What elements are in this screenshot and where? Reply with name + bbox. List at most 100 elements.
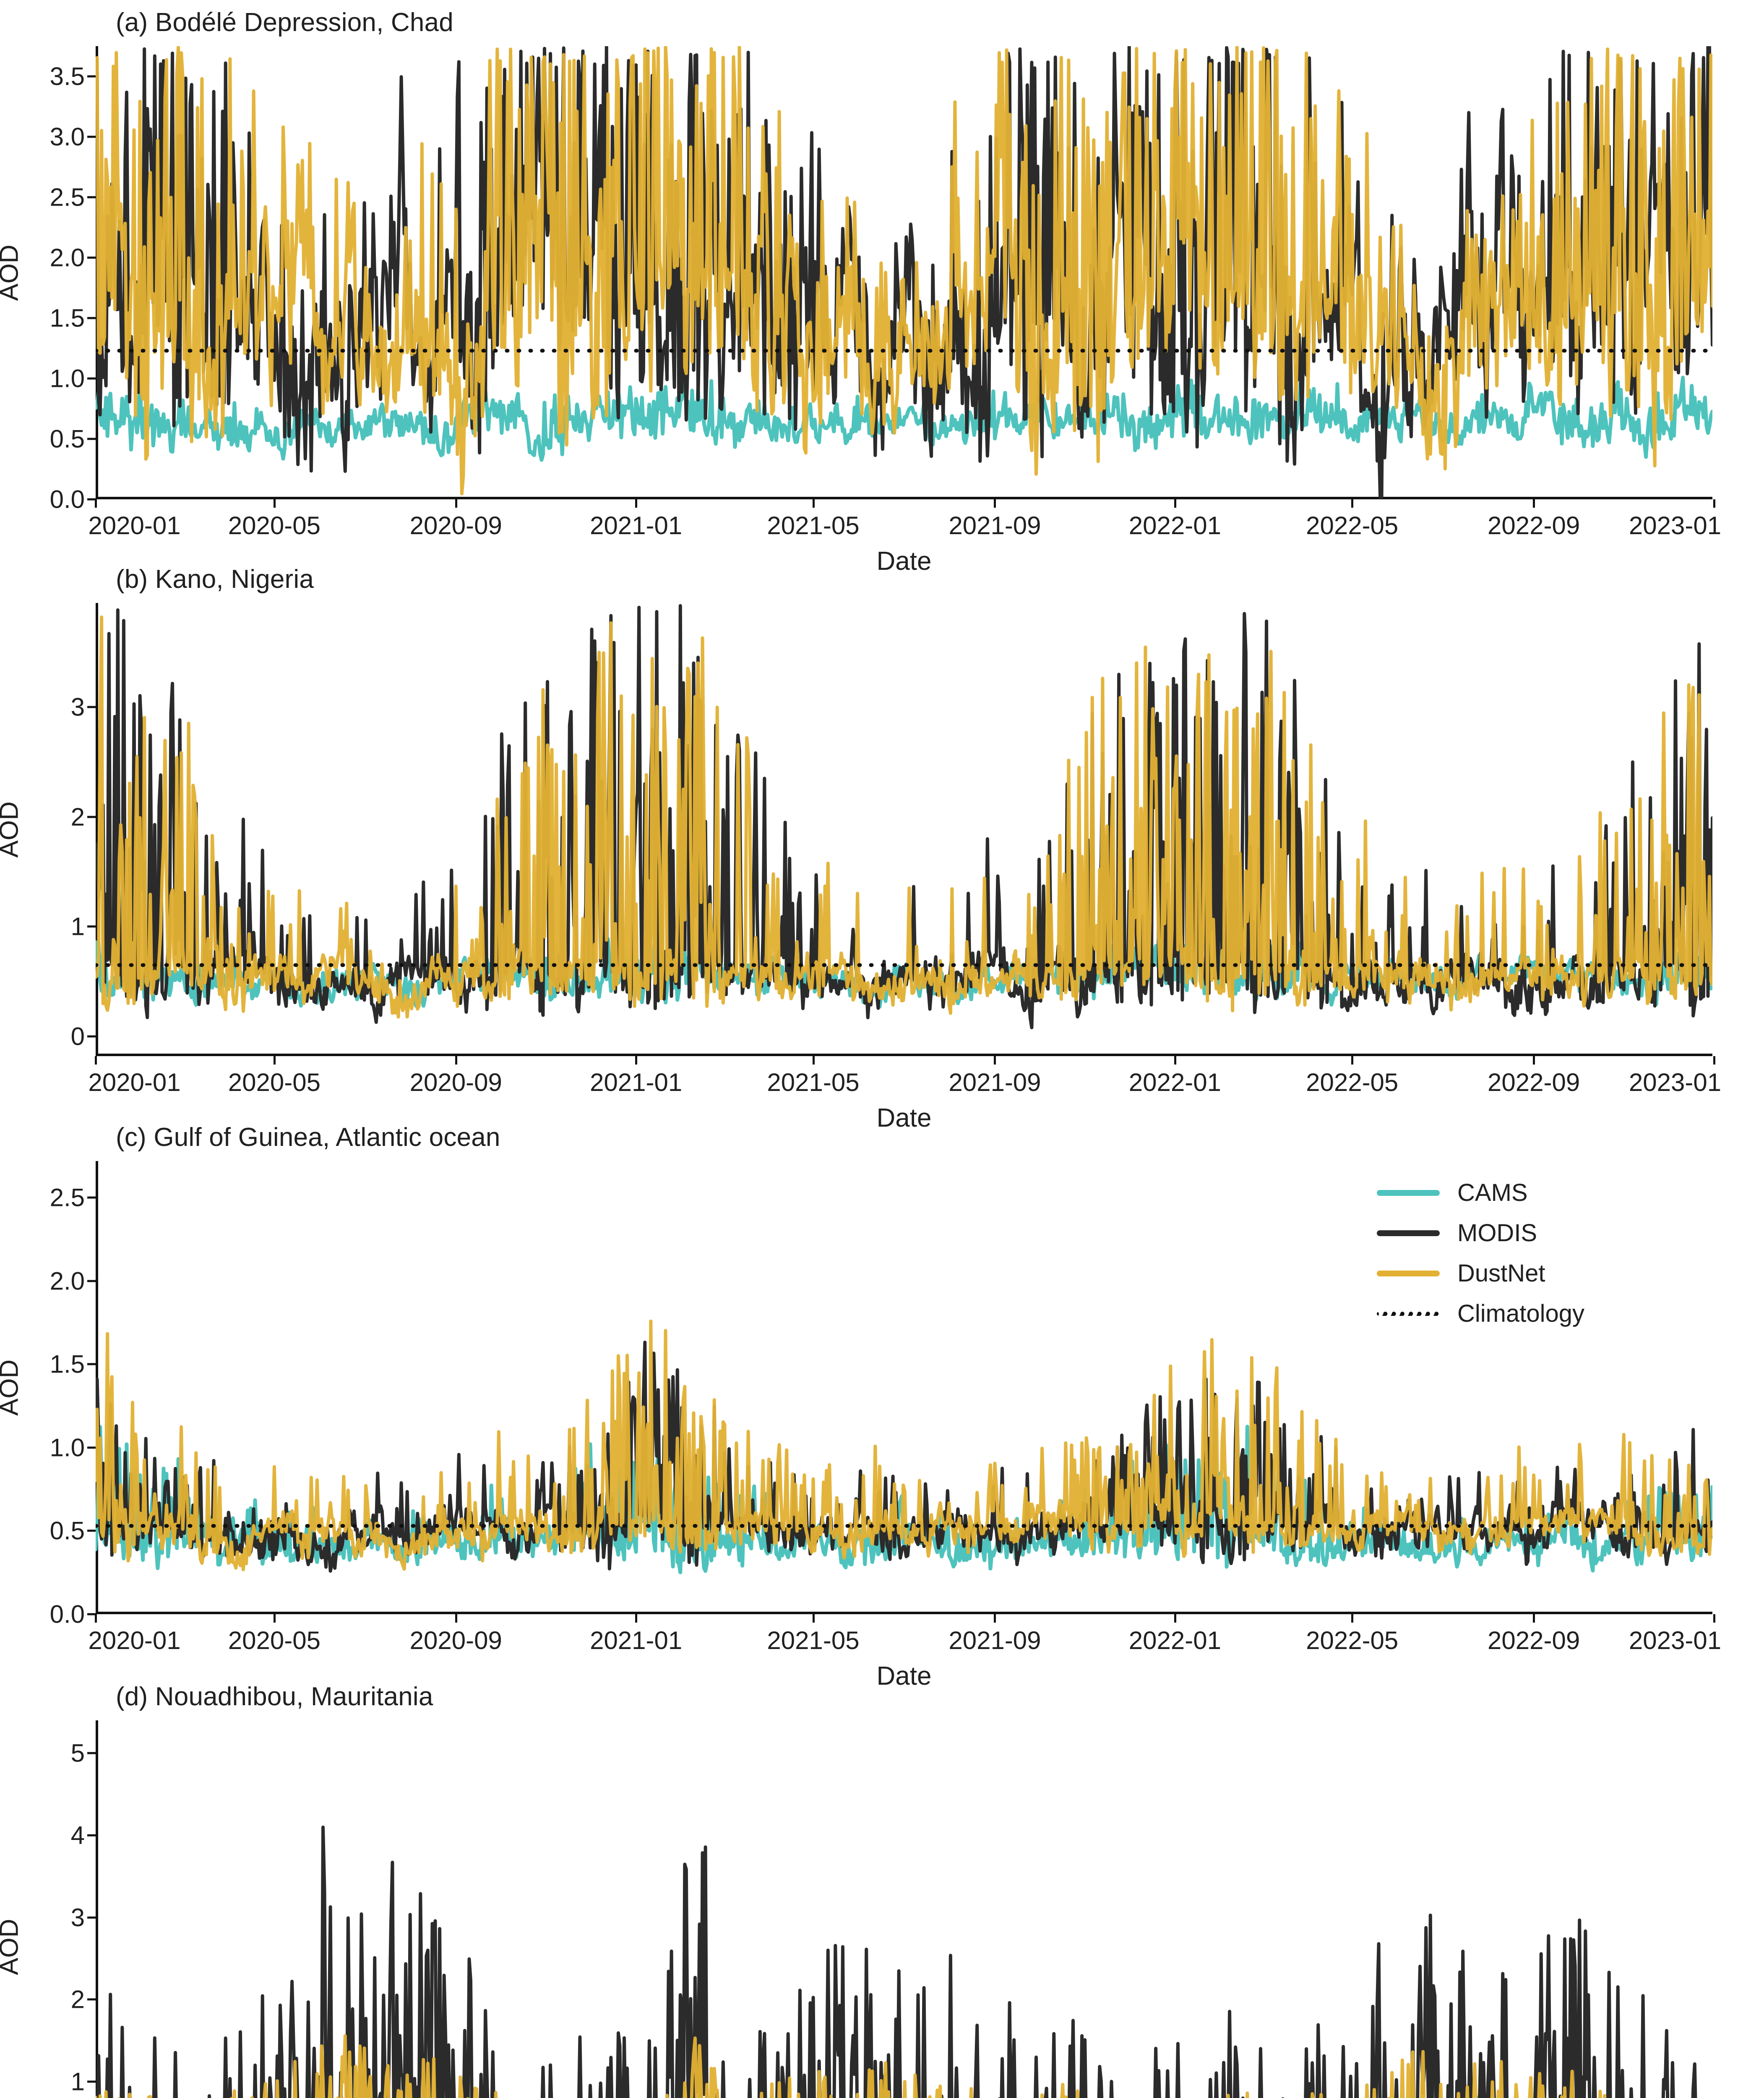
x-tick-label-a-6: 2022-01 [1128, 511, 1221, 540]
plot-area-c: 0.0 0.5 1.0 1.5 2.0 2.5 AOD 2020-01 2020-05 2020-… [0, 1161, 1721, 1691]
y-tick-label-d-5: 5 [70, 1739, 85, 1767]
y-tick-mark-c-0 [87, 1613, 96, 1615]
x-tick-label-b-9: 2023-01 [1629, 1068, 1722, 1096]
x-tick-mark-a-2 [455, 499, 457, 508]
x-tick-mark-c-1 [273, 1614, 276, 1623]
legend-item-climatology[interactable]: Climatology [1377, 1294, 1584, 1334]
x-tick-label-a-3: 2021-01 [590, 511, 683, 540]
panel-d: (d) Nouadhibou, Mauritania012345AOD2020-… [0, 1682, 1764, 2098]
x-tick-mark-a-7 [1351, 499, 1354, 508]
y-tick-mark-a-0 [87, 498, 96, 501]
y-tick-label-d-4: 4 [70, 1821, 85, 1850]
legend-label-dustnet: DustNet [1457, 1260, 1545, 1287]
y-tick-mark-b-1 [87, 925, 96, 928]
panel-title-a: (a) Bodélé Depression, Chad [116, 8, 453, 37]
x-tick-label-b-0: 2020-01 [88, 1068, 181, 1096]
legend-swatch-climatology-icon [1377, 1312, 1440, 1316]
series-line-dustnet-d [96, 2034, 1607, 2098]
series-canvas-b [96, 604, 1712, 1029]
y-tick-mark-d-1 [87, 2080, 96, 2083]
y-tick-label-d-1: 1 [70, 2067, 85, 2096]
x-tick-mark-b-4 [812, 1056, 815, 1065]
x-tick-mark-c-6 [1174, 1614, 1176, 1623]
x-tick-label-c-9: 2023-01 [1629, 1626, 1722, 1654]
x-tick-label-c-7: 2022-05 [1306, 1626, 1399, 1654]
x-tick-mark-b-8 [1533, 1056, 1535, 1065]
y-tick-label-a-1: 0.5 [50, 425, 85, 453]
x-tick-mark-a-5 [994, 499, 996, 508]
legend-item-modis[interactable]: MODIS [1377, 1213, 1584, 1253]
legend-item-dustnet[interactable]: DustNet [1377, 1253, 1584, 1294]
x-tick-mark-b-1 [273, 1056, 276, 1065]
y-tick-label-c-1: 0.5 [50, 1516, 85, 1545]
x-tick-label-b-5: 2021-09 [948, 1068, 1041, 1096]
series-line-dustnet-c [96, 1319, 1712, 1571]
x-tick-label-b-4: 2021-05 [767, 1068, 860, 1096]
y-tick-mark-d-3 [87, 1916, 96, 1919]
x-tick-label-c-4: 2021-05 [767, 1626, 860, 1654]
y-tick-label-a-6: 3.0 [50, 123, 85, 151]
x-tick-label-a-2: 2020-09 [409, 511, 502, 540]
y-tick-mark-c-3 [87, 1363, 96, 1365]
x-tick-mark-c-3 [635, 1614, 638, 1623]
x-tick-mark-a-3 [635, 499, 638, 508]
x-tick-mark-c-8 [1533, 1614, 1535, 1623]
x-tick-label-b-8: 2022-09 [1488, 1068, 1580, 1096]
x-tick-label-c-5: 2021-09 [948, 1626, 1041, 1654]
x-axis-label-b: Date [876, 1104, 932, 1133]
y-tick-mark-a-5 [87, 196, 96, 198]
x-tick-label-a-5: 2021-09 [948, 511, 1041, 540]
x-tick-label-a-8: 2022-09 [1488, 511, 1580, 540]
series-canvas-c [96, 1319, 1712, 1574]
y-tick-label-a-0: 0.0 [50, 485, 85, 514]
x-tick-mark-c-4 [812, 1614, 815, 1623]
legend-swatch-cams-icon [1377, 1190, 1440, 1196]
x-axis-label-a: Date [876, 547, 932, 576]
legend-label-modis: MODIS [1457, 1219, 1537, 1247]
legend-label-climatology: Climatology [1457, 1300, 1584, 1327]
y-tick-mark-b-3 [87, 706, 96, 708]
y-axis-spine-b [96, 603, 98, 1056]
y-tick-mark-a-1 [87, 438, 96, 440]
x-tick-label-c-3: 2021-01 [590, 1626, 683, 1654]
y-tick-mark-c-1 [87, 1529, 96, 1532]
y-tick-mark-a-7 [87, 75, 96, 78]
panel-title-d: (d) Nouadhibou, Mauritania [116, 1682, 433, 1711]
x-tick-mark-c-2 [455, 1614, 457, 1623]
y-tick-label-c-0: 0.0 [50, 1600, 85, 1628]
y-tick-mark-b-0 [87, 1035, 96, 1038]
x-tick-label-b-2: 2020-09 [409, 1068, 502, 1096]
legend: CAMS MODIS DustNet Climatology [1377, 1173, 1584, 1334]
x-tick-mark-a-0 [95, 499, 97, 508]
legend-swatch-dustnet-icon [1377, 1271, 1440, 1276]
x-tick-label-a-1: 2020-05 [228, 511, 320, 540]
x-tick-label-b-7: 2022-05 [1306, 1068, 1399, 1096]
y-tick-mark-a-4 [87, 256, 96, 259]
series-canvas-a [96, 46, 1712, 499]
y-tick-label-c-4: 2.0 [50, 1267, 85, 1295]
x-tick-label-c-0: 2020-01 [88, 1626, 181, 1654]
x-tick-mark-a-6 [1174, 499, 1176, 508]
x-tick-mark-c-9 [1713, 1614, 1715, 1623]
x-tick-mark-b-0 [95, 1056, 97, 1065]
y-tick-label-a-2: 1.0 [50, 364, 85, 393]
series-line-modis-d [96, 1825, 1697, 2098]
y-tick-mark-b-2 [87, 816, 96, 818]
y-tick-label-a-4: 2.0 [50, 243, 85, 272]
plot-area-b: 0 1 2 3 AOD 2020-01 2020-05 2020-09 2021-01 2021-… [0, 603, 1721, 1133]
y-tick-mark-c-4 [87, 1280, 96, 1282]
x-tick-mark-a-1 [273, 499, 276, 508]
y-tick-mark-c-2 [87, 1446, 96, 1449]
y-tick-label-c-3: 1.5 [50, 1350, 85, 1378]
series-canvas-d [96, 1825, 1697, 2098]
legend-item-cams[interactable]: CAMS [1377, 1173, 1584, 1213]
x-tick-mark-b-9 [1713, 1056, 1715, 1065]
y-tick-mark-a-3 [87, 317, 96, 319]
y-axis-spine-d [96, 1720, 98, 2098]
y-tick-label-c-5: 2.5 [50, 1183, 85, 1212]
x-axis-label-c: Date [876, 1662, 932, 1691]
x-tick-mark-a-4 [812, 499, 815, 508]
x-tick-mark-b-2 [455, 1056, 457, 1065]
plot-area-a: 0.0 0.5 1.0 1.5 2.0 2.5 3.0 3.5 AOD 2020-01 2020-0… [0, 46, 1721, 576]
